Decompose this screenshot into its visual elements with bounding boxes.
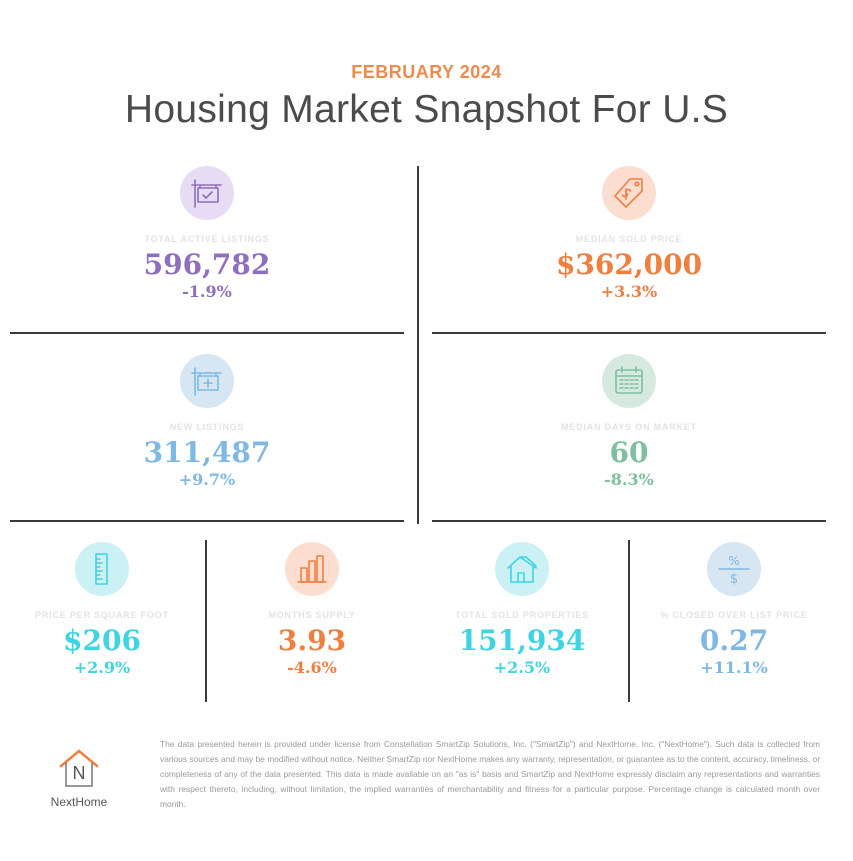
stat-price-per-square-foot: PRICE PER SQUARE FOOT $206 +2.9%: [20, 542, 184, 678]
disclaimer-text: The data presented herein is provided un…: [160, 739, 820, 809]
bar-chart-icon: [285, 542, 339, 596]
divider-right-2: [432, 520, 826, 522]
stat-value: $206: [63, 624, 141, 657]
stat-label: % CLOSED OVER LIST PRICE: [660, 610, 808, 620]
svg-text:$: $: [730, 572, 738, 586]
stat-change: +9.7%: [178, 470, 236, 489]
stat-label: NEW LISTINGS: [169, 422, 245, 432]
stat-new-listings: NEW LISTINGS 311,487 +9.7%: [107, 354, 307, 490]
divider-bottom-left-vertical: [205, 540, 207, 702]
house-icon: [495, 542, 549, 596]
stat-change: -1.9%: [182, 282, 232, 301]
stat-change: -8.3%: [604, 470, 654, 489]
stat-change: +2.5%: [493, 658, 551, 677]
stat-value: 60: [609, 436, 649, 469]
logo-letter: N: [72, 763, 86, 783]
calendar-icon: [602, 354, 656, 408]
stat-label: TOTAL ACTIVE LISTINGS: [144, 234, 270, 244]
report-date: FEBRUARY 2024: [351, 62, 502, 82]
divider-left-1: [10, 332, 404, 334]
stat-change: +11.1%: [700, 658, 768, 677]
nexthome-logo: N NextHome: [40, 748, 118, 809]
stat-value: 596,782: [143, 248, 271, 281]
stat-value: $362,000: [555, 248, 703, 281]
stat-value: 3.93: [277, 624, 347, 657]
stat-label: PRICE PER SQUARE FOOT: [35, 610, 169, 620]
brand-name: NextHome: [50, 795, 108, 809]
divider-right-1: [432, 332, 826, 334]
stat-change: -4.6%: [287, 658, 337, 677]
stat-total-sold-properties: TOTAL SOLD PROPERTIES 151,934 +2.5%: [440, 542, 604, 678]
stat-value: 311,487: [143, 436, 271, 469]
stat-median-days-on-market: MEDIAN DAYS ON MARKET 60 -8.3%: [529, 354, 729, 490]
percent-dollar-icon: % $: [707, 542, 761, 596]
svg-text:%: %: [728, 554, 739, 568]
price-tag-icon: [602, 166, 656, 220]
ruler-icon: [75, 542, 129, 596]
divider-left-2: [10, 520, 404, 522]
stat-median-sold-price: MEDIAN SOLD PRICE $362,000 +3.3%: [529, 166, 729, 302]
listing-sign-plus-icon: [180, 354, 234, 408]
stat-months-supply: MONTHS SUPPLY 3.93 -4.6%: [230, 542, 394, 678]
stat-value: 0.27: [699, 624, 769, 657]
stat-change: +2.9%: [73, 658, 131, 677]
stat-change: +3.3%: [600, 282, 658, 301]
stat-total-active-listings: TOTAL ACTIVE LISTINGS 596,782 -1.9%: [107, 166, 307, 302]
stat-label: MONTHS SUPPLY: [268, 610, 356, 620]
stat-label: TOTAL SOLD PROPERTIES: [455, 610, 589, 620]
listing-sign-check-icon: [180, 166, 234, 220]
page-title: Housing Market Snapshot For U.S: [124, 88, 729, 131]
stat-label: MEDIAN DAYS ON MARKET: [561, 422, 697, 432]
divider-center-vertical: [417, 166, 419, 524]
nexthome-house-logo-icon: [59, 749, 99, 787]
stat-label: MEDIAN SOLD PRICE: [575, 234, 683, 244]
divider-bottom-right-vertical: [628, 540, 630, 702]
stat-closed-over-list-price: % $ % CLOSED OVER LIST PRICE 0.27 +11.1%: [652, 542, 816, 678]
stat-value: 151,934: [458, 624, 586, 657]
